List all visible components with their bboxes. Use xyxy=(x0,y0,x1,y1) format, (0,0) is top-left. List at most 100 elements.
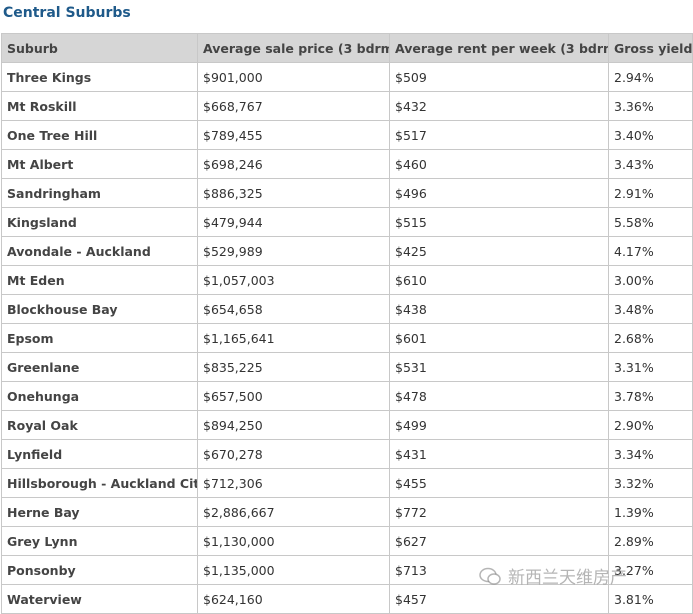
table-row: Mt Roskill $668,767 $432 3.36% xyxy=(1,91,693,121)
suburb-cell: Avondale - Auckland xyxy=(1,236,198,266)
value-cell: $670,278 xyxy=(197,439,390,469)
header-row: Suburb Average sale price (3 bdrm) Average… xyxy=(1,33,693,63)
suburb-cell: Kingsland xyxy=(1,207,198,237)
value-cell: 3.34% xyxy=(608,439,693,469)
value-cell: $627 xyxy=(389,526,609,556)
value-cell: 2.89% xyxy=(608,526,693,556)
table-row: Ponsonby $1,135,000 $713 3.27% xyxy=(1,555,693,585)
suburb-cell: Royal Oak xyxy=(1,410,198,440)
value-cell: $478 xyxy=(389,381,609,411)
value-cell: $698,246 xyxy=(197,149,390,179)
suburb-cell: Onehunga xyxy=(1,381,198,411)
table-row: Greenlane $835,225 $531 3.31% xyxy=(1,352,693,382)
table-row: Herne Bay $2,886,667 $772 1.39% xyxy=(1,497,693,527)
table-row: Mt Albert $698,246 $460 3.43% xyxy=(1,149,693,179)
table-row: Avondale - Auckland $529,989 $425 4.17% xyxy=(1,236,693,266)
table-body: Three Kings $901,000 $509 2.94% Mt Roskill $6… xyxy=(1,62,693,614)
value-cell: $496 xyxy=(389,178,609,208)
value-cell: 5.58% xyxy=(608,207,693,237)
value-cell: $531 xyxy=(389,352,609,382)
column-header: Suburb xyxy=(1,33,198,63)
value-cell: 3.32% xyxy=(608,468,693,498)
column-header: Average rent per week (3 bdrm) xyxy=(389,33,609,63)
value-cell: 3.00% xyxy=(608,265,693,295)
value-cell: $2,886,667 xyxy=(197,497,390,527)
column-header: Average sale price (3 bdrm) xyxy=(197,33,390,63)
value-cell: $460 xyxy=(389,149,609,179)
value-cell: $455 xyxy=(389,468,609,498)
value-cell: $529,989 xyxy=(197,236,390,266)
suburb-cell: Blockhouse Bay xyxy=(1,294,198,324)
section-title: Central Suburbs xyxy=(3,5,131,21)
suburb-cell: Three Kings xyxy=(1,62,198,92)
table-row: Kingsland $479,944 $515 5.58% xyxy=(1,207,693,237)
value-cell: 1.39% xyxy=(608,497,693,527)
table-row: Grey Lynn $1,130,000 $627 2.89% xyxy=(1,526,693,556)
value-cell: 3.81% xyxy=(608,584,693,614)
value-cell: $457 xyxy=(389,584,609,614)
value-cell: 3.78% xyxy=(608,381,693,411)
value-cell: 2.91% xyxy=(608,178,693,208)
value-cell: $835,225 xyxy=(197,352,390,382)
value-cell: $657,500 xyxy=(197,381,390,411)
table-row: Waterview $624,160 $457 3.81% xyxy=(1,584,693,614)
value-cell: $431 xyxy=(389,439,609,469)
suburb-cell: Epsom xyxy=(1,323,198,353)
table-row: Sandringham $886,325 $496 2.91% xyxy=(1,178,693,208)
value-cell: 3.31% xyxy=(608,352,693,382)
value-cell: $668,767 xyxy=(197,91,390,121)
value-cell: 3.40% xyxy=(608,120,693,150)
yield-table: Suburb Average sale price (3 bdrm) Average… xyxy=(1,33,693,614)
table-row: Onehunga $657,500 $478 3.78% xyxy=(1,381,693,411)
value-cell: $517 xyxy=(389,120,609,150)
table-row: Blockhouse Bay $654,658 $438 3.48% xyxy=(1,294,693,324)
value-cell: $610 xyxy=(389,265,609,295)
value-cell: 3.36% xyxy=(608,91,693,121)
suburb-cell: Hillsborough - Auckland City xyxy=(1,468,198,498)
wechat-icon xyxy=(479,567,501,585)
value-cell: $1,130,000 xyxy=(197,526,390,556)
table-row: Epsom $1,165,641 $601 2.68% xyxy=(1,323,693,353)
value-cell: $509 xyxy=(389,62,609,92)
value-cell: $789,455 xyxy=(197,120,390,150)
column-header: Gross yield xyxy=(608,33,693,63)
suburb-cell: Sandringham xyxy=(1,178,198,208)
value-cell: $1,057,003 xyxy=(197,265,390,295)
table-row: Hillsborough - Auckland City $712,306 $455… xyxy=(1,468,693,498)
value-cell: 2.94% xyxy=(608,62,693,92)
table-row: Royal Oak $894,250 $499 2.90% xyxy=(1,410,693,440)
suburb-cell: Herne Bay xyxy=(1,497,198,527)
value-cell: $712,306 xyxy=(197,468,390,498)
value-cell: 3.48% xyxy=(608,294,693,324)
value-cell: 3.27% xyxy=(608,555,693,585)
value-cell: $901,000 xyxy=(197,62,390,92)
value-cell: 2.68% xyxy=(608,323,693,353)
value-cell: $1,165,641 xyxy=(197,323,390,353)
value-cell: $894,250 xyxy=(197,410,390,440)
value-cell: 3.43% xyxy=(608,149,693,179)
suburb-cell: Mt Albert xyxy=(1,149,198,179)
table-row: Lynfield $670,278 $431 3.34% xyxy=(1,439,693,469)
suburb-cell: Grey Lynn xyxy=(1,526,198,556)
value-cell: 4.17% xyxy=(608,236,693,266)
value-cell: $1,135,000 xyxy=(197,555,390,585)
value-cell: $886,325 xyxy=(197,178,390,208)
table-row: Three Kings $901,000 $509 2.94% xyxy=(1,62,693,92)
value-cell: $515 xyxy=(389,207,609,237)
suburb-cell: Waterview xyxy=(1,584,198,614)
value-cell: $772 xyxy=(389,497,609,527)
suburb-cell: Mt Eden xyxy=(1,265,198,295)
value-cell: $438 xyxy=(389,294,609,324)
value-cell: $654,658 xyxy=(197,294,390,324)
suburb-cell: Mt Roskill xyxy=(1,91,198,121)
watermark: 新西兰天维房产 xyxy=(478,563,627,588)
value-cell: $479,944 xyxy=(197,207,390,237)
value-cell: $499 xyxy=(389,410,609,440)
table-row: Mt Eden $1,057,003 $610 3.00% xyxy=(1,265,693,295)
suburb-cell: Lynfield xyxy=(1,439,198,469)
suburb-cell: Greenlane xyxy=(1,352,198,382)
value-cell: $624,160 xyxy=(197,584,390,614)
value-cell: $425 xyxy=(389,236,609,266)
value-cell: $432 xyxy=(389,91,609,121)
